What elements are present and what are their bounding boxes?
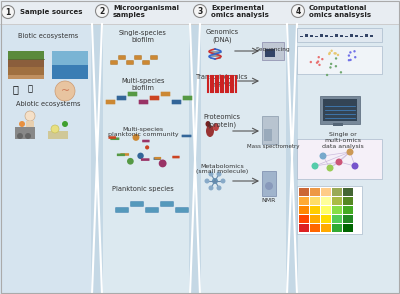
FancyBboxPatch shape <box>320 96 360 124</box>
Circle shape <box>292 4 304 18</box>
FancyBboxPatch shape <box>154 157 161 160</box>
Polygon shape <box>286 24 298 294</box>
FancyBboxPatch shape <box>325 35 328 37</box>
Text: ~: ~ <box>60 86 70 96</box>
Circle shape <box>265 182 273 190</box>
FancyBboxPatch shape <box>154 157 161 160</box>
Text: 2: 2 <box>99 6 105 16</box>
FancyBboxPatch shape <box>128 92 137 96</box>
FancyBboxPatch shape <box>315 36 318 37</box>
FancyBboxPatch shape <box>297 46 382 74</box>
Circle shape <box>310 61 312 63</box>
Circle shape <box>326 165 334 171</box>
FancyBboxPatch shape <box>323 99 357 121</box>
Text: 1: 1 <box>5 8 11 16</box>
FancyBboxPatch shape <box>355 35 358 37</box>
FancyBboxPatch shape <box>0 24 97 294</box>
FancyBboxPatch shape <box>321 206 331 214</box>
Text: Single or
multi-omics
data analysis: Single or multi-omics data analysis <box>322 132 364 149</box>
Ellipse shape <box>206 121 210 127</box>
Circle shape <box>317 60 319 63</box>
FancyBboxPatch shape <box>310 188 320 196</box>
FancyBboxPatch shape <box>343 188 353 196</box>
Circle shape <box>204 178 210 183</box>
FancyBboxPatch shape <box>343 206 353 214</box>
FancyBboxPatch shape <box>321 188 331 196</box>
FancyBboxPatch shape <box>343 215 353 223</box>
Circle shape <box>55 81 75 101</box>
Circle shape <box>336 158 342 166</box>
Circle shape <box>340 71 342 74</box>
FancyBboxPatch shape <box>345 36 348 37</box>
FancyBboxPatch shape <box>262 116 278 144</box>
Circle shape <box>17 133 23 139</box>
FancyBboxPatch shape <box>52 65 88 79</box>
FancyBboxPatch shape <box>142 140 150 142</box>
FancyBboxPatch shape <box>292 24 400 294</box>
FancyBboxPatch shape <box>110 61 118 64</box>
Circle shape <box>348 54 350 57</box>
Circle shape <box>25 133 31 139</box>
FancyBboxPatch shape <box>335 34 338 37</box>
FancyBboxPatch shape <box>332 197 342 205</box>
Circle shape <box>316 61 318 64</box>
Circle shape <box>349 59 352 61</box>
Circle shape <box>220 178 226 183</box>
Circle shape <box>62 121 68 127</box>
Circle shape <box>145 145 149 150</box>
Circle shape <box>216 186 222 191</box>
Circle shape <box>335 65 337 67</box>
Circle shape <box>318 56 320 59</box>
Text: Proteomics
(protein): Proteomics (protein) <box>204 114 240 128</box>
Circle shape <box>208 172 214 177</box>
Text: Mass spectrometry: Mass spectrometry <box>247 143 299 148</box>
Circle shape <box>137 153 144 159</box>
FancyBboxPatch shape <box>150 96 159 100</box>
FancyBboxPatch shape <box>134 56 142 59</box>
FancyBboxPatch shape <box>321 215 331 223</box>
FancyBboxPatch shape <box>116 208 128 213</box>
FancyBboxPatch shape <box>146 208 158 213</box>
FancyBboxPatch shape <box>332 188 342 196</box>
FancyBboxPatch shape <box>320 34 323 37</box>
FancyBboxPatch shape <box>343 224 353 232</box>
Text: Sample sources: Sample sources <box>20 9 82 15</box>
Circle shape <box>208 186 214 191</box>
Text: Computational
omics analsysis: Computational omics analsysis <box>309 4 371 18</box>
Circle shape <box>326 74 328 76</box>
Circle shape <box>321 58 324 60</box>
Circle shape <box>334 52 337 55</box>
Circle shape <box>194 4 206 18</box>
FancyBboxPatch shape <box>8 59 44 67</box>
FancyBboxPatch shape <box>310 35 313 37</box>
FancyBboxPatch shape <box>172 156 180 158</box>
FancyBboxPatch shape <box>330 36 333 37</box>
FancyBboxPatch shape <box>106 100 115 104</box>
FancyBboxPatch shape <box>172 100 181 104</box>
FancyBboxPatch shape <box>332 206 342 214</box>
Circle shape <box>349 51 352 54</box>
FancyBboxPatch shape <box>350 34 353 37</box>
Text: Single-species
biofilm: Single-species biofilm <box>119 29 167 43</box>
FancyBboxPatch shape <box>332 224 342 232</box>
Circle shape <box>348 59 350 61</box>
Circle shape <box>19 121 25 127</box>
FancyBboxPatch shape <box>8 51 44 59</box>
FancyBboxPatch shape <box>299 206 309 214</box>
Text: Transcriptomics
(mRNA): Transcriptomics (mRNA) <box>196 74 248 88</box>
Circle shape <box>312 163 318 170</box>
FancyBboxPatch shape <box>370 35 373 37</box>
FancyBboxPatch shape <box>15 127 35 139</box>
Circle shape <box>330 63 332 65</box>
FancyBboxPatch shape <box>297 28 382 42</box>
FancyBboxPatch shape <box>299 188 309 196</box>
Circle shape <box>127 158 134 165</box>
FancyBboxPatch shape <box>110 138 119 140</box>
FancyBboxPatch shape <box>321 224 331 232</box>
Circle shape <box>337 54 339 56</box>
FancyBboxPatch shape <box>117 153 125 156</box>
Circle shape <box>328 52 331 54</box>
FancyBboxPatch shape <box>141 158 150 161</box>
Circle shape <box>346 148 354 156</box>
